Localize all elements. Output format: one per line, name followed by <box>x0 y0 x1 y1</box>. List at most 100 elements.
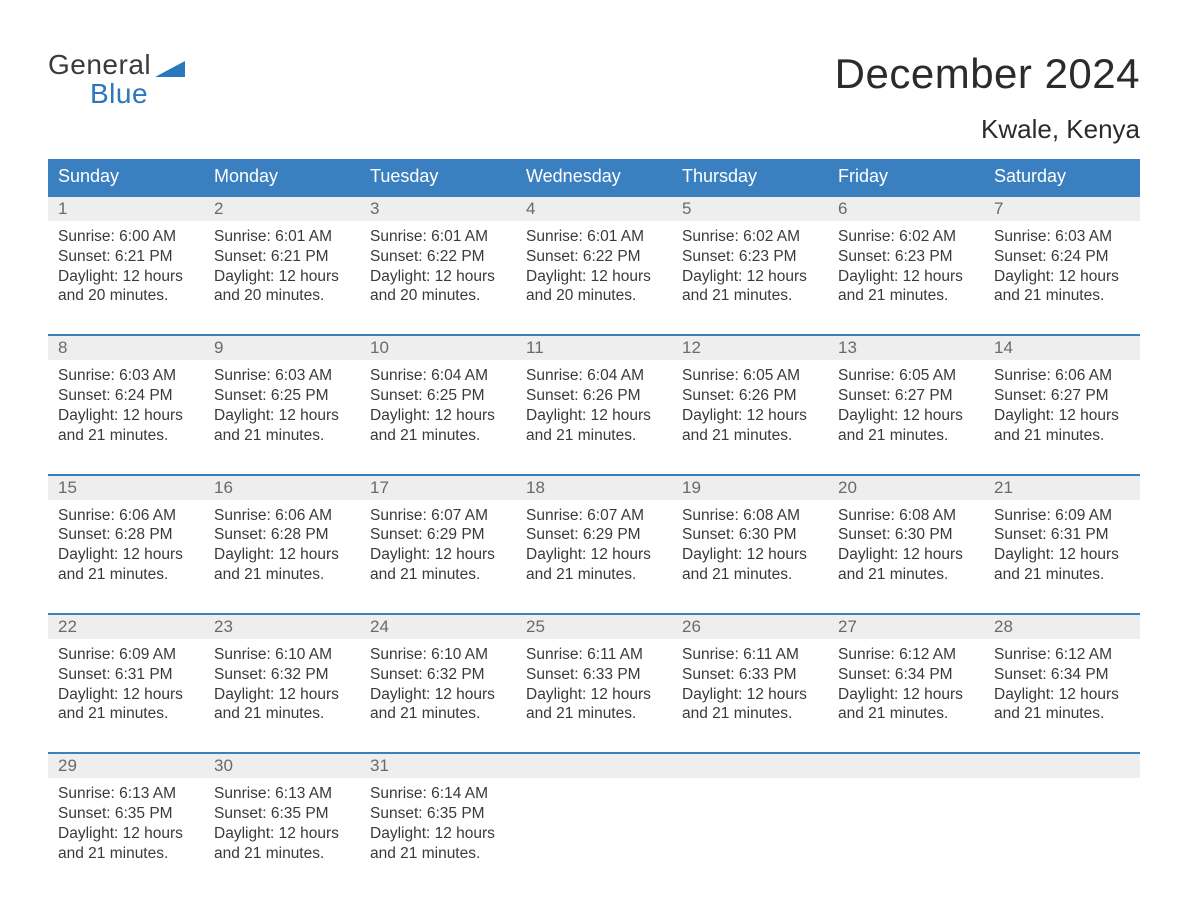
sunset-line: Sunset: 6:22 PM <box>370 247 506 267</box>
sunset-line: Sunset: 6:27 PM <box>994 386 1130 406</box>
daylight-line: Daylight: 12 hours and 21 minutes. <box>838 545 974 585</box>
day-number: 25 <box>516 615 672 639</box>
sunset-line: Sunset: 6:34 PM <box>994 665 1130 685</box>
week-row: 293031Sunrise: 6:13 AMSunset: 6:35 PMDay… <box>48 752 1140 873</box>
logo-text-blue: Blue <box>90 79 189 108</box>
day-detail <box>516 778 672 863</box>
sunrise-line: Sunrise: 6:12 AM <box>994 645 1130 665</box>
day-number-row: 1234567 <box>48 197 1140 221</box>
sunrise-line: Sunrise: 6:06 AM <box>214 506 350 526</box>
daylight-line: Daylight: 12 hours and 21 minutes. <box>526 406 662 446</box>
sunset-line: Sunset: 6:24 PM <box>994 247 1130 267</box>
day-header-cell: Wednesday <box>516 159 672 195</box>
daylight-line: Daylight: 12 hours and 21 minutes. <box>838 406 974 446</box>
sunrise-line: Sunrise: 6:03 AM <box>214 366 350 386</box>
day-detail: Sunrise: 6:07 AMSunset: 6:29 PMDaylight:… <box>360 500 516 585</box>
sunset-line: Sunset: 6:23 PM <box>682 247 818 267</box>
sunset-line: Sunset: 6:33 PM <box>682 665 818 685</box>
day-detail: Sunrise: 6:12 AMSunset: 6:34 PMDaylight:… <box>828 639 984 724</box>
day-detail: Sunrise: 6:05 AMSunset: 6:26 PMDaylight:… <box>672 360 828 445</box>
day-number: 7 <box>984 197 1140 221</box>
day-number: 18 <box>516 476 672 500</box>
daylight-line: Daylight: 12 hours and 21 minutes. <box>994 545 1130 585</box>
sunset-line: Sunset: 6:35 PM <box>58 804 194 824</box>
sunset-line: Sunset: 6:35 PM <box>370 804 506 824</box>
day-number-row: 22232425262728 <box>48 615 1140 639</box>
daylight-line: Daylight: 12 hours and 21 minutes. <box>214 824 350 864</box>
sunset-line: Sunset: 6:29 PM <box>370 525 506 545</box>
day-detail: Sunrise: 6:05 AMSunset: 6:27 PMDaylight:… <box>828 360 984 445</box>
day-detail: Sunrise: 6:03 AMSunset: 6:24 PMDaylight:… <box>48 360 204 445</box>
sunset-line: Sunset: 6:32 PM <box>370 665 506 685</box>
week-row: 891011121314Sunrise: 6:03 AMSunset: 6:24… <box>48 334 1140 473</box>
sunset-line: Sunset: 6:34 PM <box>838 665 974 685</box>
day-number: 29 <box>48 754 204 778</box>
sunrise-line: Sunrise: 6:01 AM <box>526 227 662 247</box>
flag-icon <box>155 59 189 79</box>
day-number: 24 <box>360 615 516 639</box>
sunset-line: Sunset: 6:30 PM <box>682 525 818 545</box>
sunrise-line: Sunrise: 6:06 AM <box>58 506 194 526</box>
day-number <box>828 754 984 778</box>
day-number-row: 891011121314 <box>48 336 1140 360</box>
day-detail: Sunrise: 6:13 AMSunset: 6:35 PMDaylight:… <box>48 778 204 863</box>
daylight-line: Daylight: 12 hours and 21 minutes. <box>58 824 194 864</box>
sunrise-line: Sunrise: 6:13 AM <box>214 784 350 804</box>
sunrise-line: Sunrise: 6:06 AM <box>994 366 1130 386</box>
sunset-line: Sunset: 6:25 PM <box>214 386 350 406</box>
daylight-line: Daylight: 12 hours and 21 minutes. <box>370 824 506 864</box>
sunrise-line: Sunrise: 6:02 AM <box>682 227 818 247</box>
day-number: 15 <box>48 476 204 500</box>
day-number: 8 <box>48 336 204 360</box>
day-number: 31 <box>360 754 516 778</box>
daylight-line: Daylight: 12 hours and 21 minutes. <box>994 685 1130 725</box>
day-detail <box>984 778 1140 863</box>
sunrise-line: Sunrise: 6:00 AM <box>58 227 194 247</box>
sunset-line: Sunset: 6:26 PM <box>526 386 662 406</box>
sunrise-line: Sunrise: 6:04 AM <box>370 366 506 386</box>
daylight-line: Daylight: 12 hours and 21 minutes. <box>214 406 350 446</box>
daylight-line: Daylight: 12 hours and 21 minutes. <box>838 267 974 307</box>
sunset-line: Sunset: 6:26 PM <box>682 386 818 406</box>
sunrise-line: Sunrise: 6:09 AM <box>994 506 1130 526</box>
day-detail: Sunrise: 6:03 AMSunset: 6:24 PMDaylight:… <box>984 221 1140 306</box>
sunrise-line: Sunrise: 6:10 AM <box>370 645 506 665</box>
logo: General Blue <box>48 50 189 109</box>
sunrise-line: Sunrise: 6:12 AM <box>838 645 974 665</box>
day-detail: Sunrise: 6:14 AMSunset: 6:35 PMDaylight:… <box>360 778 516 863</box>
calendar: SundayMondayTuesdayWednesdayThursdayFrid… <box>48 159 1140 874</box>
sunrise-line: Sunrise: 6:02 AM <box>838 227 974 247</box>
day-number <box>984 754 1140 778</box>
daylight-line: Daylight: 12 hours and 21 minutes. <box>526 545 662 585</box>
day-header-cell: Thursday <box>672 159 828 195</box>
logo-text-general: General <box>48 50 151 79</box>
daylight-line: Daylight: 12 hours and 21 minutes. <box>58 406 194 446</box>
daylight-line: Daylight: 12 hours and 21 minutes. <box>214 545 350 585</box>
day-detail: Sunrise: 6:13 AMSunset: 6:35 PMDaylight:… <box>204 778 360 863</box>
day-number: 14 <box>984 336 1140 360</box>
sunrise-line: Sunrise: 6:10 AM <box>214 645 350 665</box>
daylight-line: Daylight: 12 hours and 20 minutes. <box>58 267 194 307</box>
day-header-cell: Tuesday <box>360 159 516 195</box>
day-detail <box>828 778 984 863</box>
day-detail: Sunrise: 6:02 AMSunset: 6:23 PMDaylight:… <box>672 221 828 306</box>
daylight-line: Daylight: 12 hours and 21 minutes. <box>526 685 662 725</box>
sunrise-line: Sunrise: 6:05 AM <box>838 366 974 386</box>
sunset-line: Sunset: 6:21 PM <box>58 247 194 267</box>
day-detail: Sunrise: 6:03 AMSunset: 6:25 PMDaylight:… <box>204 360 360 445</box>
day-number: 26 <box>672 615 828 639</box>
day-number: 2 <box>204 197 360 221</box>
day-number: 20 <box>828 476 984 500</box>
header-row: General Blue December 2024 Kwale, Kenya <box>48 50 1140 145</box>
week-row: 1234567Sunrise: 6:00 AMSunset: 6:21 PMDa… <box>48 195 1140 334</box>
day-detail: Sunrise: 6:01 AMSunset: 6:22 PMDaylight:… <box>516 221 672 306</box>
sunrise-line: Sunrise: 6:13 AM <box>58 784 194 804</box>
day-detail: Sunrise: 6:11 AMSunset: 6:33 PMDaylight:… <box>516 639 672 724</box>
day-number: 16 <box>204 476 360 500</box>
day-detail: Sunrise: 6:12 AMSunset: 6:34 PMDaylight:… <box>984 639 1140 724</box>
day-number: 3 <box>360 197 516 221</box>
day-detail: Sunrise: 6:01 AMSunset: 6:22 PMDaylight:… <box>360 221 516 306</box>
sunrise-line: Sunrise: 6:05 AM <box>682 366 818 386</box>
sunset-line: Sunset: 6:30 PM <box>838 525 974 545</box>
day-header-cell: Friday <box>828 159 984 195</box>
